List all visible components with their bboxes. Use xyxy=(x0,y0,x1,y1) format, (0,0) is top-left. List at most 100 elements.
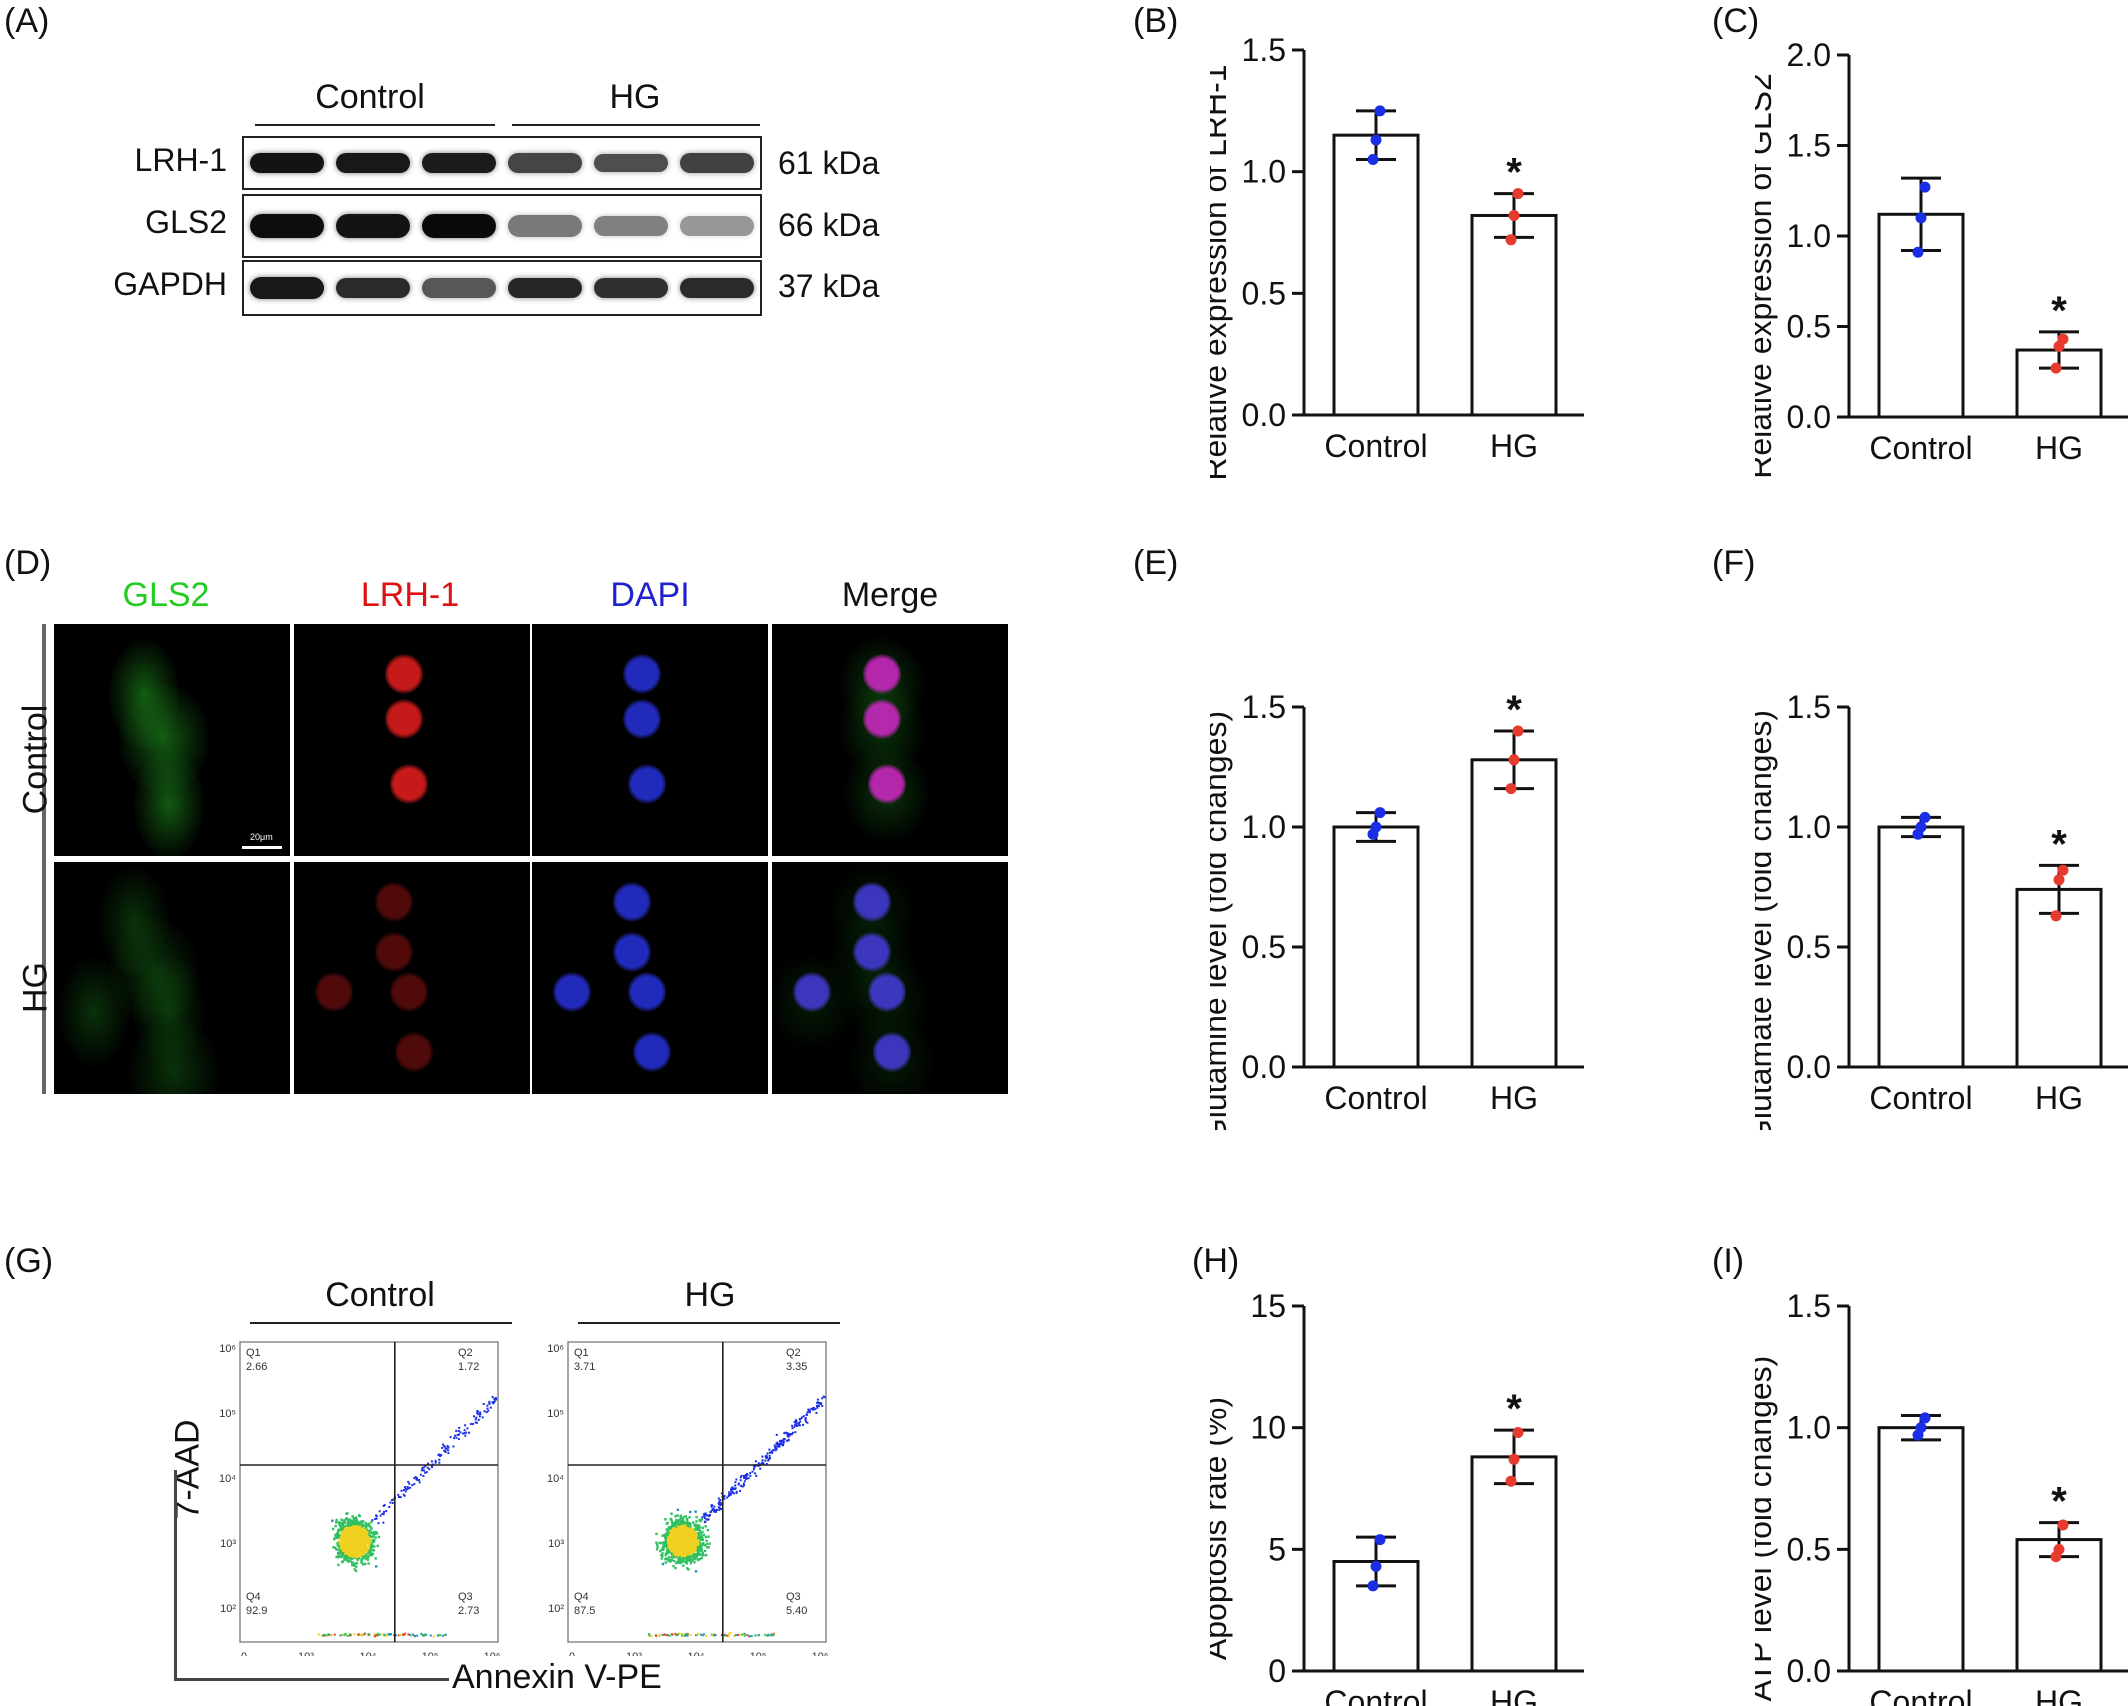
panel-label-a: (A) xyxy=(4,2,50,40)
fc-event xyxy=(690,1559,693,1562)
fc-event xyxy=(720,1634,723,1636)
fc-event xyxy=(681,1547,684,1550)
fc-event xyxy=(368,1529,372,1533)
fc-event xyxy=(669,1548,672,1551)
fc-event xyxy=(675,1549,678,1553)
fc-event xyxy=(354,1543,357,1546)
fc-event xyxy=(666,1546,669,1549)
fc-event xyxy=(488,1402,491,1405)
fc-event xyxy=(377,1535,381,1539)
fc-event xyxy=(675,1519,678,1522)
fc-event xyxy=(674,1531,678,1535)
fc-event xyxy=(695,1553,699,1556)
fc-event xyxy=(696,1532,700,1535)
if-scale-bar-label: 20μm xyxy=(250,832,273,842)
fc-event xyxy=(712,1507,715,1510)
fc-event xyxy=(696,1528,699,1531)
fc-event xyxy=(793,1425,796,1428)
chart-y-tick-label: 10 xyxy=(1250,1410,1286,1446)
fc-event xyxy=(350,1536,353,1539)
fc-event xyxy=(695,1526,698,1529)
fc-event xyxy=(687,1559,690,1562)
fc-event xyxy=(678,1557,681,1561)
fc-event xyxy=(691,1538,694,1541)
fc-event xyxy=(680,1541,683,1545)
fc-event xyxy=(686,1534,689,1537)
fc-event xyxy=(708,1542,711,1545)
chart-y-tick-label: 1.0 xyxy=(1787,1410,1831,1446)
fc-event xyxy=(698,1550,701,1553)
fc-event xyxy=(346,1556,349,1560)
fc-event xyxy=(669,1560,672,1563)
panel-label-e: (E) xyxy=(1133,544,1179,582)
fc-event xyxy=(342,1539,346,1542)
fc-event xyxy=(712,1509,715,1512)
fc-event xyxy=(335,1547,338,1551)
fc-event xyxy=(695,1634,697,1637)
fc-event xyxy=(804,1417,807,1420)
if-image-tile xyxy=(294,624,530,856)
fc-event xyxy=(816,1398,819,1401)
fc-event xyxy=(766,1452,769,1455)
fc-event xyxy=(353,1633,356,1636)
fc-event xyxy=(366,1524,369,1527)
fc-group-hg: HG xyxy=(684,1276,736,1314)
fc-event xyxy=(478,1415,481,1418)
fc-event xyxy=(656,1545,659,1549)
fc-event xyxy=(376,1544,379,1548)
fc-event xyxy=(351,1555,355,1558)
fc-y-tick: 10³ xyxy=(548,1538,564,1550)
fc-event xyxy=(340,1547,344,1550)
fc-event xyxy=(667,1536,670,1539)
fc-event xyxy=(707,1518,710,1521)
fc-event xyxy=(705,1518,708,1521)
fc-event xyxy=(666,1557,669,1560)
fc-event xyxy=(689,1551,693,1555)
fc-event xyxy=(746,1634,749,1637)
wb-band xyxy=(250,277,324,299)
fc-event xyxy=(742,1474,745,1477)
fc-event xyxy=(660,1548,664,1551)
fc-event xyxy=(730,1492,733,1495)
fc-event xyxy=(760,1462,763,1465)
fc-event xyxy=(447,1452,450,1455)
fc-event xyxy=(684,1545,687,1549)
fc-event xyxy=(715,1509,717,1512)
fc-event xyxy=(382,1504,385,1507)
fc-event xyxy=(441,1446,444,1449)
fc-event xyxy=(672,1564,675,1568)
fc-event xyxy=(344,1557,348,1561)
fc-event xyxy=(355,1529,359,1532)
fc-event xyxy=(764,1459,767,1462)
fc-event xyxy=(438,1458,441,1461)
fc-event xyxy=(359,1633,362,1636)
fc-event xyxy=(363,1552,366,1555)
fc-event xyxy=(769,1451,771,1454)
fc-event xyxy=(795,1420,798,1422)
fc-event xyxy=(752,1464,755,1467)
fc-event xyxy=(459,1431,462,1434)
if-channel-dapi: DAPI xyxy=(610,576,690,614)
fc-event xyxy=(704,1513,706,1516)
fc-event xyxy=(360,1531,363,1534)
fc-event xyxy=(703,1549,707,1553)
if-nucleus xyxy=(613,932,651,972)
chart-y-tick-label: 15 xyxy=(1250,1288,1286,1324)
fc-event xyxy=(389,1501,392,1504)
fc-event xyxy=(362,1534,365,1537)
fc-event xyxy=(377,1634,379,1637)
fc-event xyxy=(341,1521,344,1524)
fc-event xyxy=(668,1544,672,1548)
fc-event xyxy=(679,1560,682,1563)
chart-significance-mark: * xyxy=(1506,688,1522,732)
fc-event xyxy=(444,1451,447,1453)
fc-event xyxy=(439,1634,442,1637)
fc-event xyxy=(682,1535,685,1538)
fc-event xyxy=(666,1533,669,1536)
fc-event xyxy=(322,1634,325,1637)
fc-event xyxy=(815,1411,818,1414)
fc-event xyxy=(332,1546,335,1549)
fc-event xyxy=(734,1634,737,1637)
wb-band xyxy=(336,213,410,239)
chart-data-point xyxy=(1912,246,1924,258)
